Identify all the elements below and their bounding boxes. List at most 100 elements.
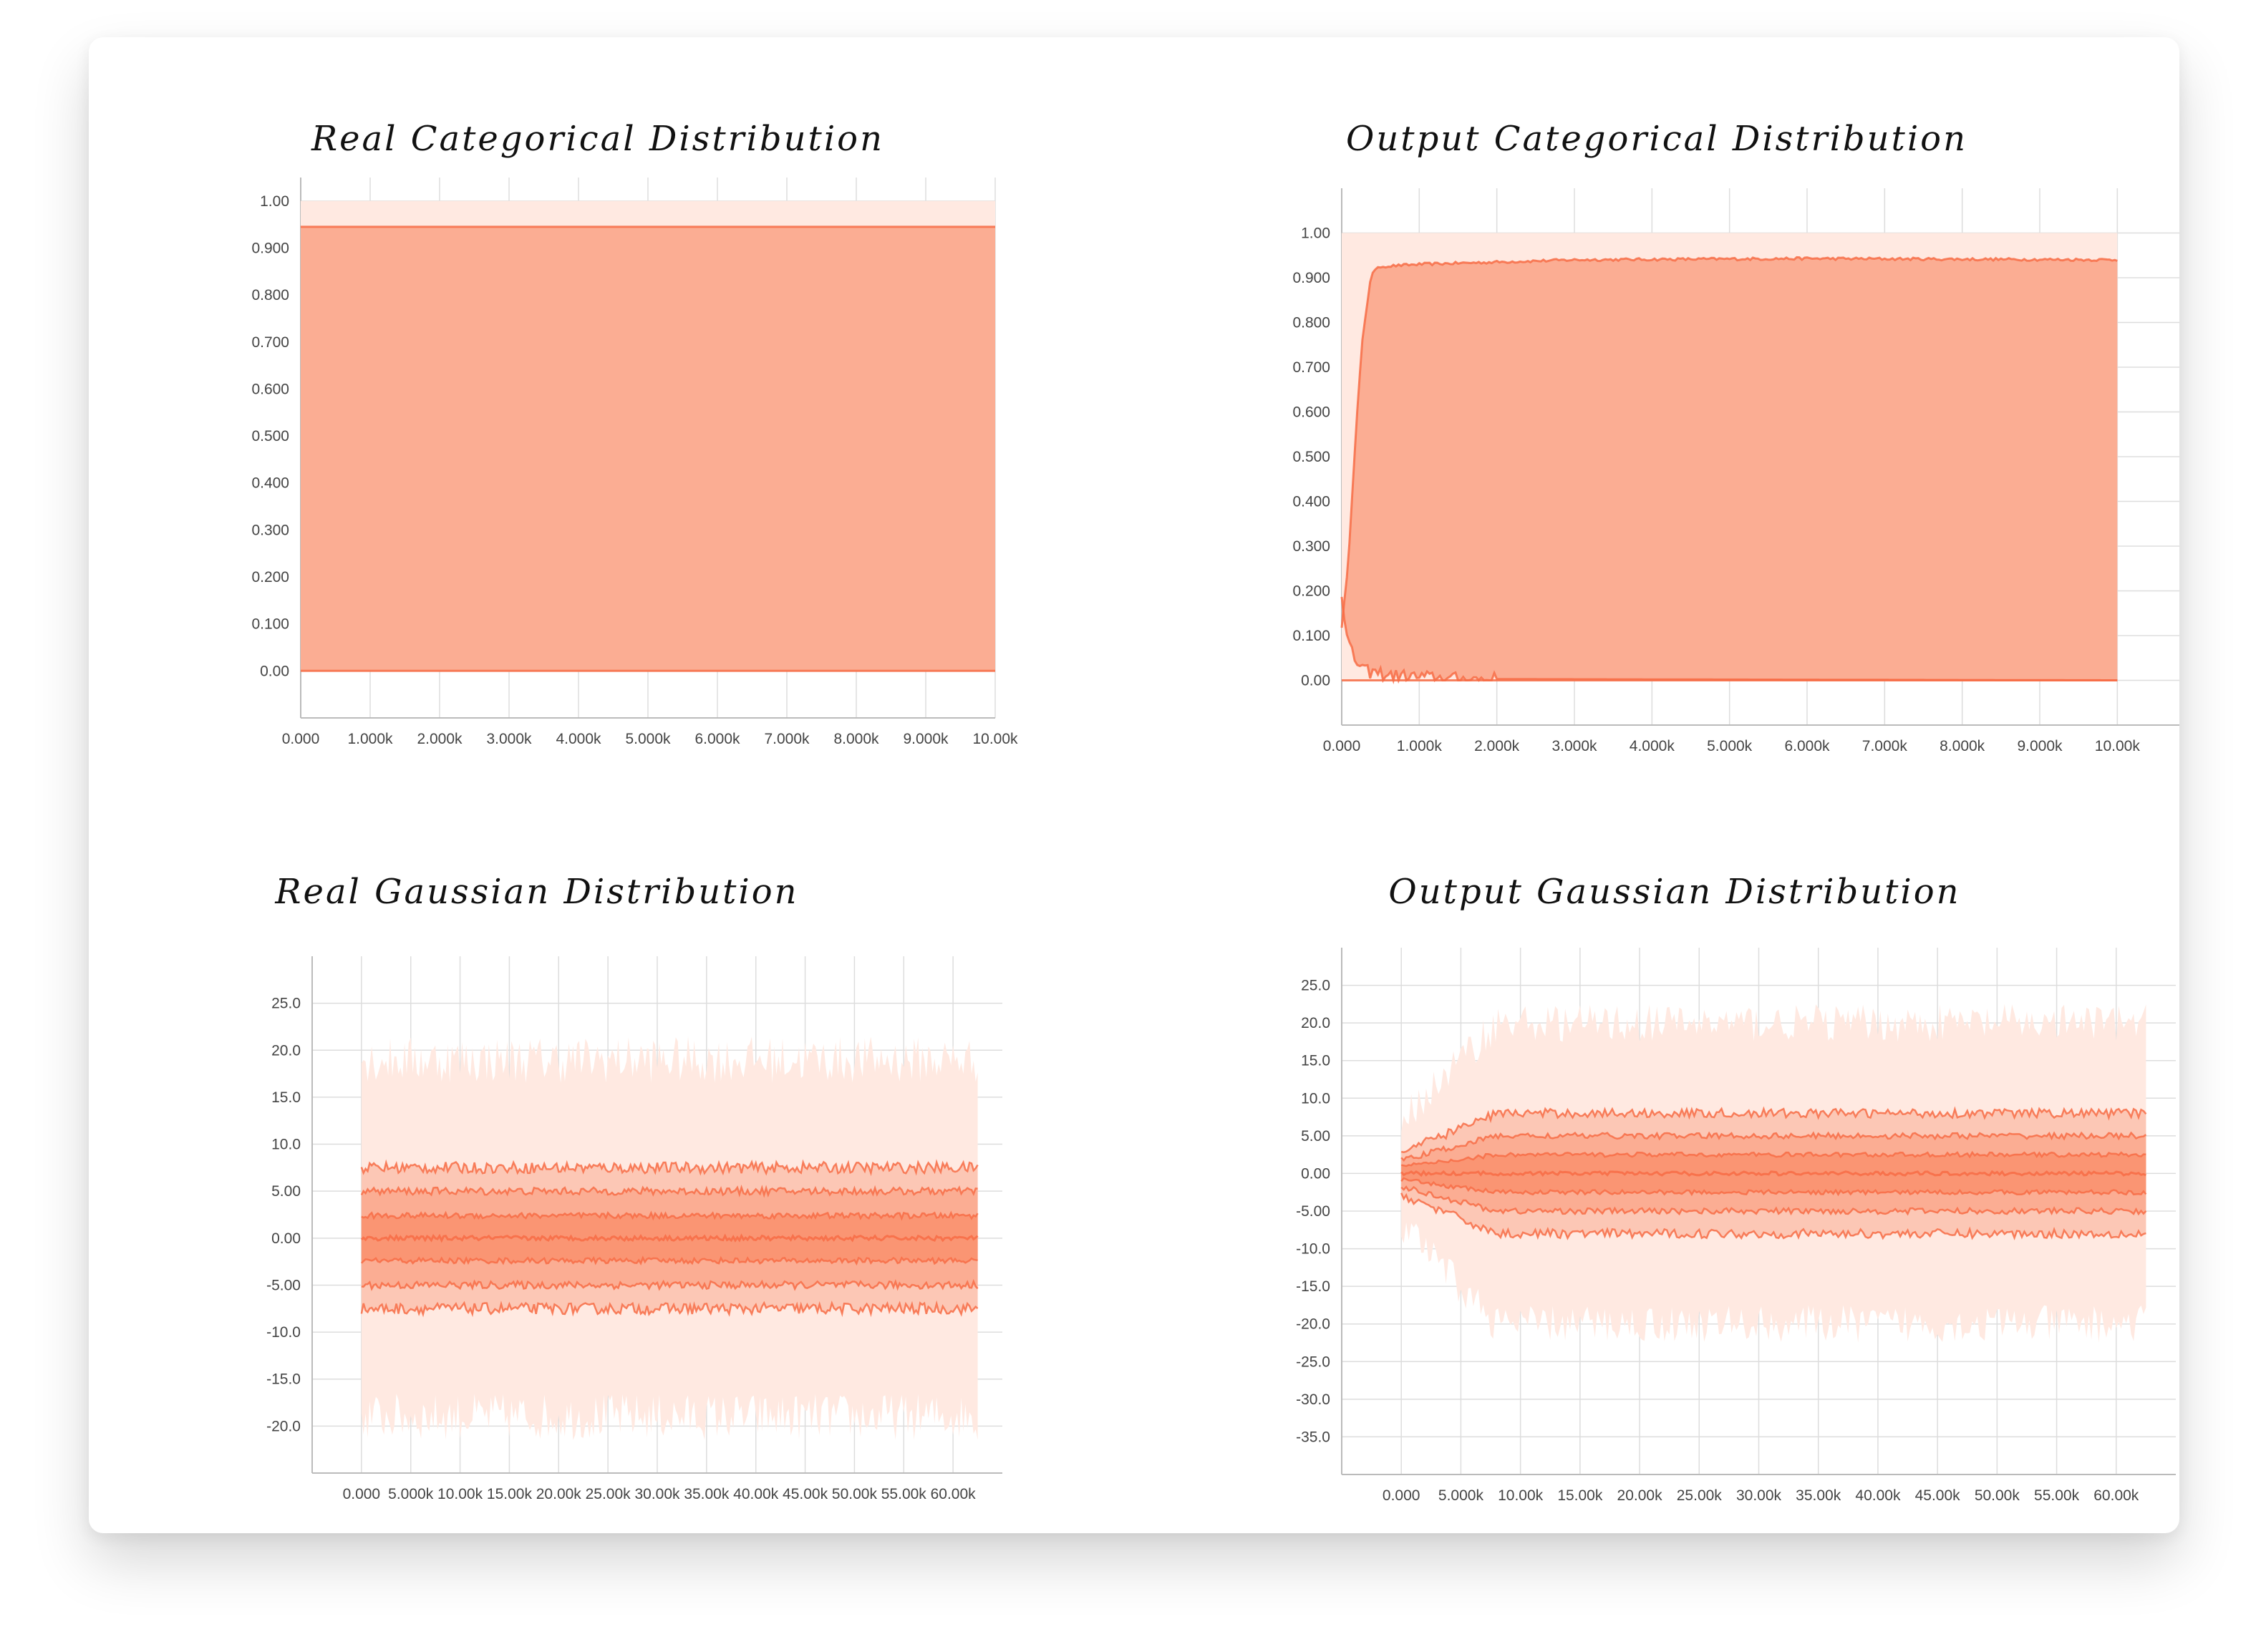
y-tick-label: 0.00 bbox=[1301, 1165, 1330, 1182]
x-tick-label: 0.000 bbox=[343, 1486, 381, 1502]
x-tick-label: 10.00k bbox=[972, 731, 1018, 747]
x-tick-label: 0.000 bbox=[1383, 1487, 1420, 1504]
x-tick-label: 55.00k bbox=[881, 1486, 927, 1502]
x-tick-label: 50.00k bbox=[832, 1486, 878, 1502]
y-tick-label: 0.900 bbox=[251, 240, 289, 256]
x-tick-label: 10.00k bbox=[2095, 738, 2141, 754]
y-tick-label: 0.00 bbox=[260, 663, 289, 679]
y-tick-label: 0.600 bbox=[1292, 404, 1330, 421]
x-tick-label: 0.000 bbox=[282, 731, 320, 747]
band-main bbox=[301, 226, 995, 671]
percentile-line bbox=[361, 1255, 978, 1266]
y-tick-label: 0.800 bbox=[251, 287, 289, 303]
percentile-line bbox=[361, 1278, 979, 1291]
x-tick-label: 2.000k bbox=[417, 731, 463, 747]
y-tick-label: -30.0 bbox=[1296, 1391, 1330, 1408]
x-tick-label: 25.00k bbox=[1677, 1487, 1723, 1504]
y-tick-label: 0.300 bbox=[1292, 538, 1330, 555]
y-tick-label: -5.00 bbox=[266, 1277, 301, 1293]
x-tick-label: 35.00k bbox=[1796, 1487, 1841, 1504]
y-tick-label: 25.0 bbox=[1301, 978, 1330, 994]
y-tick-label: 0.900 bbox=[1292, 270, 1330, 286]
x-tick-label: 7.000k bbox=[764, 731, 810, 747]
panel-output-categorical: Output Categorical Distribution 0.000 1.0… bbox=[1184, 70, 2179, 786]
x-tick-label: 30.00k bbox=[1736, 1487, 1782, 1504]
x-tick-label: 10.00k bbox=[437, 1486, 483, 1502]
y-tick-label: 0.700 bbox=[1292, 359, 1330, 376]
y-tick-label: 0.600 bbox=[251, 381, 289, 397]
percentile-line bbox=[1400, 1131, 2147, 1162]
x-tick-label: 6.000k bbox=[694, 731, 740, 747]
y-tick-label: -20.0 bbox=[266, 1418, 301, 1434]
y-tick-label: -20.0 bbox=[1296, 1316, 1330, 1333]
median-line bbox=[1400, 1170, 2146, 1177]
percentile-line bbox=[1400, 1177, 2147, 1197]
y-tick-label: -5.00 bbox=[1296, 1203, 1330, 1220]
y-tick-label: 1.00 bbox=[1301, 225, 1330, 242]
band-core bbox=[1401, 1152, 2146, 1195]
chart-real-gaussian: 0.000 5.000k 10.00k 15.00k 20.00k 25.00k 30.00… bbox=[266, 956, 1002, 1502]
y-tick-label: 0.800 bbox=[1292, 315, 1330, 331]
y-tick-label: 0.100 bbox=[1292, 628, 1330, 644]
figure-card: Real Categorical Distribution 0.000 1.000… bbox=[89, 37, 2179, 1533]
x-tick-label: 60.00k bbox=[2093, 1487, 2139, 1504]
x-tick-label: 55.00k bbox=[2034, 1487, 2080, 1504]
y-tick-label: 0.00 bbox=[271, 1230, 301, 1247]
series-line-upper bbox=[1340, 256, 2118, 628]
x-tick-label: 45.00k bbox=[783, 1486, 828, 1502]
x-tick-label: 20.00k bbox=[536, 1486, 582, 1502]
y-tick-label: -10.0 bbox=[1296, 1241, 1330, 1258]
panel-real-categorical: Real Categorical Distribution 0.000 1.000… bbox=[158, 70, 1081, 786]
x-tick-label: 15.00k bbox=[487, 1486, 533, 1502]
y-tick-label: -35.0 bbox=[1296, 1429, 1330, 1445]
x-tick-label: 3.000k bbox=[486, 731, 532, 747]
x-tick-label: 60.00k bbox=[931, 1486, 977, 1502]
x-tick-label: 30.00k bbox=[634, 1486, 680, 1502]
y-tick-label: 5.00 bbox=[1301, 1128, 1330, 1145]
y-tick-label: 0.100 bbox=[251, 616, 289, 633]
chart-title: Output Categorical Distribution bbox=[1346, 119, 1967, 159]
y-tick-label: 10.0 bbox=[271, 1137, 301, 1153]
chart-title: Real Gaussian Distribution bbox=[275, 872, 799, 912]
y-tick-label: -10.0 bbox=[266, 1324, 301, 1341]
y-tick-label: 0.500 bbox=[1292, 449, 1330, 465]
y-tick-label: 0.200 bbox=[1292, 583, 1330, 600]
percentile-line bbox=[1400, 1185, 2147, 1216]
x-tick-label: 2.000k bbox=[1474, 738, 1520, 754]
x-tick-label: 50.00k bbox=[1975, 1487, 2020, 1504]
x-tick-label: 4.000k bbox=[556, 731, 601, 747]
y-tick-label: 0.500 bbox=[251, 428, 289, 444]
y-tick-label: 10.0 bbox=[1301, 1090, 1330, 1107]
x-tick-label: 25.00k bbox=[586, 1486, 631, 1502]
y-tick-label: 5.00 bbox=[271, 1183, 301, 1200]
x-tick-label: 8.000k bbox=[833, 731, 879, 747]
y-tick-label: -15.0 bbox=[1296, 1278, 1330, 1295]
y-tick-label: 0.300 bbox=[251, 522, 289, 538]
y-tick-label: 1.00 bbox=[260, 193, 289, 210]
x-tick-label: 45.00k bbox=[1915, 1487, 1961, 1504]
x-tick-label: 9.000k bbox=[903, 731, 949, 747]
x-tick-label: 40.00k bbox=[733, 1486, 779, 1502]
chart-output-categorical: 0.000 1.000k 2.000k 3.000k 4.000k 5.000k 6.000… bbox=[1292, 188, 2179, 754]
percentile-line bbox=[360, 1159, 979, 1177]
panel-real-gaussian: Real Gaussian Distribution 0.000 5.000k 10… bbox=[158, 825, 1081, 1540]
y-tick-label: 20.0 bbox=[1301, 1015, 1330, 1031]
x-tick-label: 1.000k bbox=[1397, 738, 1443, 754]
band-main bbox=[1342, 257, 2118, 681]
y-tick-label: 15.0 bbox=[1301, 1053, 1330, 1069]
percentile-line bbox=[360, 1184, 978, 1198]
chart-real-categorical: 0.000 1.000k 2.000k 3.000k 4.000k 5.000k 6.000… bbox=[251, 178, 1018, 747]
x-tick-label: 9.000k bbox=[2017, 738, 2063, 754]
x-tick-label: 40.00k bbox=[1855, 1487, 1901, 1504]
percentile-line bbox=[1400, 1150, 2146, 1167]
x-tick-label: 7.000k bbox=[1862, 738, 1908, 754]
x-tick-label: 5.000k bbox=[625, 731, 671, 747]
chart-output-gaussian: 0.000 5.000k 10.00k 15.00k 20.00k 25.00k 30.00… bbox=[1296, 948, 2176, 1504]
percentile-line bbox=[1400, 1106, 2147, 1153]
x-tick-label: 0.000 bbox=[1323, 738, 1361, 754]
y-tick-label: 0.700 bbox=[251, 334, 289, 351]
x-tick-label: 8.000k bbox=[1940, 738, 1985, 754]
y-tick-label: 25.0 bbox=[271, 996, 301, 1012]
y-tick-label: -15.0 bbox=[266, 1371, 301, 1388]
panel-output-gaussian: Output Gaussian Distribution 0.000 5.000k… bbox=[1184, 825, 2176, 1540]
